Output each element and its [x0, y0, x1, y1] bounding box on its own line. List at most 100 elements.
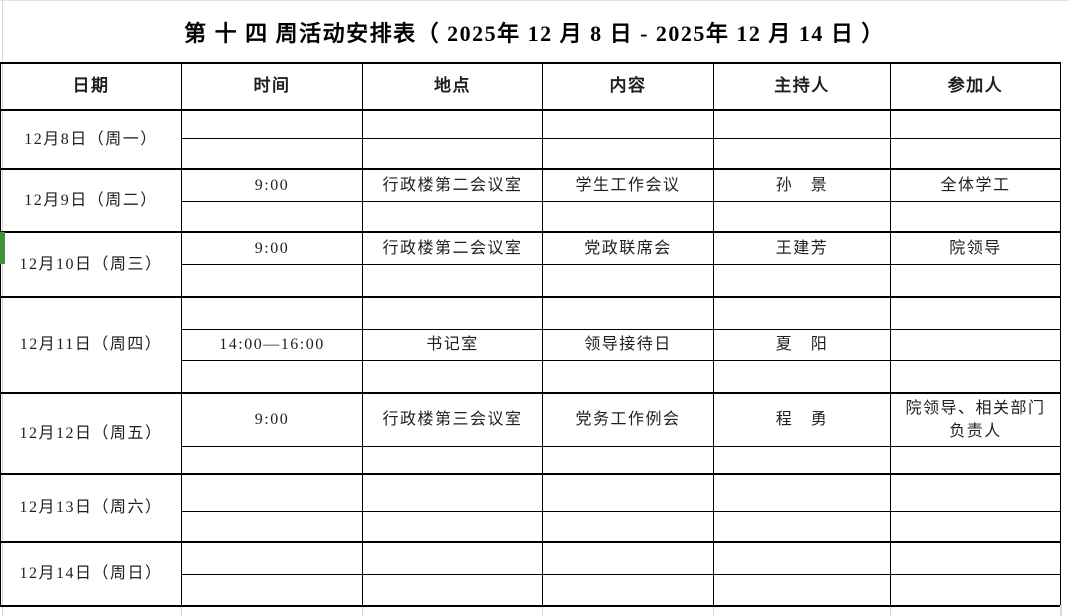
date-cell[interactable]: 12月11日（周四） — [0, 296, 182, 394]
column-header-host[interactable]: 主持人 — [713, 62, 891, 111]
location-cell[interactable]: 行政楼第二会议室 — [362, 231, 543, 265]
location-cell[interactable] — [362, 445, 543, 475]
host-cell[interactable] — [713, 359, 891, 394]
time-cell[interactable] — [181, 510, 363, 543]
date-cell[interactable]: 12月9日（周二） — [0, 168, 182, 233]
time-cell[interactable] — [181, 359, 363, 394]
host-cell[interactable]: 夏 阳 — [713, 328, 891, 361]
content-cell[interactable] — [542, 573, 714, 607]
date-cell[interactable]: 12月14日（周日） — [0, 541, 182, 607]
participants-cell[interactable] — [890, 296, 1061, 330]
time-cell[interactable] — [181, 541, 363, 575]
date-cell[interactable]: 12月10日（周三） — [0, 231, 182, 298]
date-cell[interactable]: 12月13日（周六） — [0, 473, 182, 543]
schedule-table: 日期 时间 地点 内容 主持人 参加人 12月8日（周一） 12月9日（周二） — [0, 62, 1062, 616]
content-cell[interactable] — [542, 109, 714, 139]
column-header-date[interactable]: 日期 — [0, 62, 182, 111]
content-cell[interactable] — [542, 137, 714, 170]
date-cell[interactable]: 12月12日（周五） — [0, 392, 182, 475]
column-header-location[interactable]: 地点 — [362, 62, 543, 111]
time-cell[interactable] — [181, 109, 363, 139]
participants-cell[interactable]: 全体学工 — [890, 168, 1061, 202]
participants-cell[interactable]: 院领导、相关部门负责人 — [890, 392, 1061, 447]
participants-cell[interactable] — [890, 109, 1061, 139]
host-cell[interactable] — [713, 296, 891, 330]
location-cell[interactable] — [362, 359, 543, 394]
participants-cell[interactable] — [890, 573, 1061, 607]
schedule-row: 12月14日（周日） — [0, 541, 1061, 607]
location-cell[interactable]: 行政楼第二会议室 — [362, 168, 543, 202]
participants-cell[interactable] — [890, 445, 1061, 475]
participants-cell[interactable] — [890, 541, 1061, 575]
page-title: 第 十 四 周活动安排表（ 2025年 12 月 8 日 - 2025年 12 … — [184, 20, 885, 46]
time-cell[interactable] — [181, 200, 363, 233]
schedule-row — [1, 263, 1061, 298]
time-cell[interactable] — [181, 445, 363, 475]
content-cell[interactable]: 党务工作例会 — [542, 392, 714, 447]
location-cell[interactable] — [362, 109, 543, 139]
location-cell[interactable] — [362, 573, 543, 607]
time-cell — [181, 605, 363, 616]
time-cell[interactable] — [181, 473, 363, 512]
host-cell — [713, 605, 891, 616]
location-cell[interactable] — [362, 263, 543, 298]
content-cell[interactable] — [542, 541, 714, 575]
column-header-participants[interactable]: 参加人 — [890, 62, 1061, 111]
participants-cell[interactable]: 院领导 — [890, 231, 1061, 265]
time-cell[interactable]: 14:00—16:00 — [181, 328, 363, 361]
participants-cell[interactable] — [890, 510, 1061, 543]
participants-cell[interactable] — [890, 263, 1061, 298]
content-cell[interactable] — [542, 445, 714, 475]
host-cell[interactable] — [713, 473, 891, 512]
content-cell[interactable]: 学生工作会议 — [542, 168, 714, 202]
content-cell[interactable]: 党政联席会 — [542, 231, 714, 265]
participants-cell[interactable] — [890, 473, 1061, 512]
host-cell[interactable] — [713, 263, 891, 298]
host-cell[interactable]: 孙 景 — [713, 168, 891, 202]
location-cell[interactable] — [362, 137, 543, 170]
time-cell[interactable] — [181, 263, 363, 298]
host-cell[interactable] — [713, 541, 891, 575]
participants-cell[interactable] — [890, 200, 1061, 233]
time-cell[interactable] — [181, 137, 363, 170]
time-cell[interactable]: 9:00 — [181, 392, 363, 447]
location-cell[interactable] — [362, 296, 543, 330]
host-cell[interactable] — [713, 200, 891, 233]
column-header-time[interactable]: 时间 — [181, 62, 363, 111]
location-cell[interactable] — [362, 510, 543, 543]
location-cell[interactable] — [362, 200, 543, 233]
schedule-row: 12月8日（周一） — [0, 109, 1061, 170]
schedule-row — [1, 137, 1061, 170]
time-cell[interactable] — [181, 573, 363, 607]
location-cell[interactable]: 书记室 — [362, 328, 543, 361]
location-cell — [362, 605, 543, 616]
host-cell[interactable] — [713, 510, 891, 543]
time-cell[interactable] — [181, 296, 363, 330]
host-cell[interactable] — [713, 445, 891, 475]
content-cell[interactable] — [542, 296, 714, 330]
host-cell[interactable] — [713, 137, 891, 170]
location-cell[interactable] — [362, 541, 543, 575]
column-header-content[interactable]: 内容 — [542, 62, 714, 111]
host-cell[interactable] — [713, 109, 891, 139]
content-cell[interactable] — [542, 510, 714, 543]
content-cell[interactable]: 领导接待日 — [542, 328, 714, 361]
content-cell[interactable] — [542, 359, 714, 394]
host-cell[interactable]: 王建芳 — [713, 231, 891, 265]
date-cell — [0, 605, 182, 616]
content-cell[interactable] — [542, 473, 714, 512]
location-cell[interactable] — [362, 473, 543, 512]
schedule-row: 12月12日（周五） 9:00 行政楼第三会议室 党务工作例会 程 勇 院领导、… — [0, 392, 1061, 475]
participants-cell[interactable] — [890, 137, 1061, 170]
content-cell[interactable] — [542, 200, 714, 233]
host-cell[interactable]: 程 勇 — [713, 392, 891, 447]
content-cell[interactable] — [542, 263, 714, 298]
time-cell[interactable]: 9:00 — [181, 231, 363, 265]
participants-cell[interactable] — [890, 328, 1061, 361]
date-cell[interactable]: 12月8日（周一） — [0, 109, 182, 170]
time-cell[interactable]: 9:00 — [181, 168, 363, 202]
location-cell[interactable]: 行政楼第三会议室 — [362, 392, 543, 447]
participants-cell[interactable] — [890, 359, 1061, 394]
host-cell[interactable] — [713, 573, 891, 607]
